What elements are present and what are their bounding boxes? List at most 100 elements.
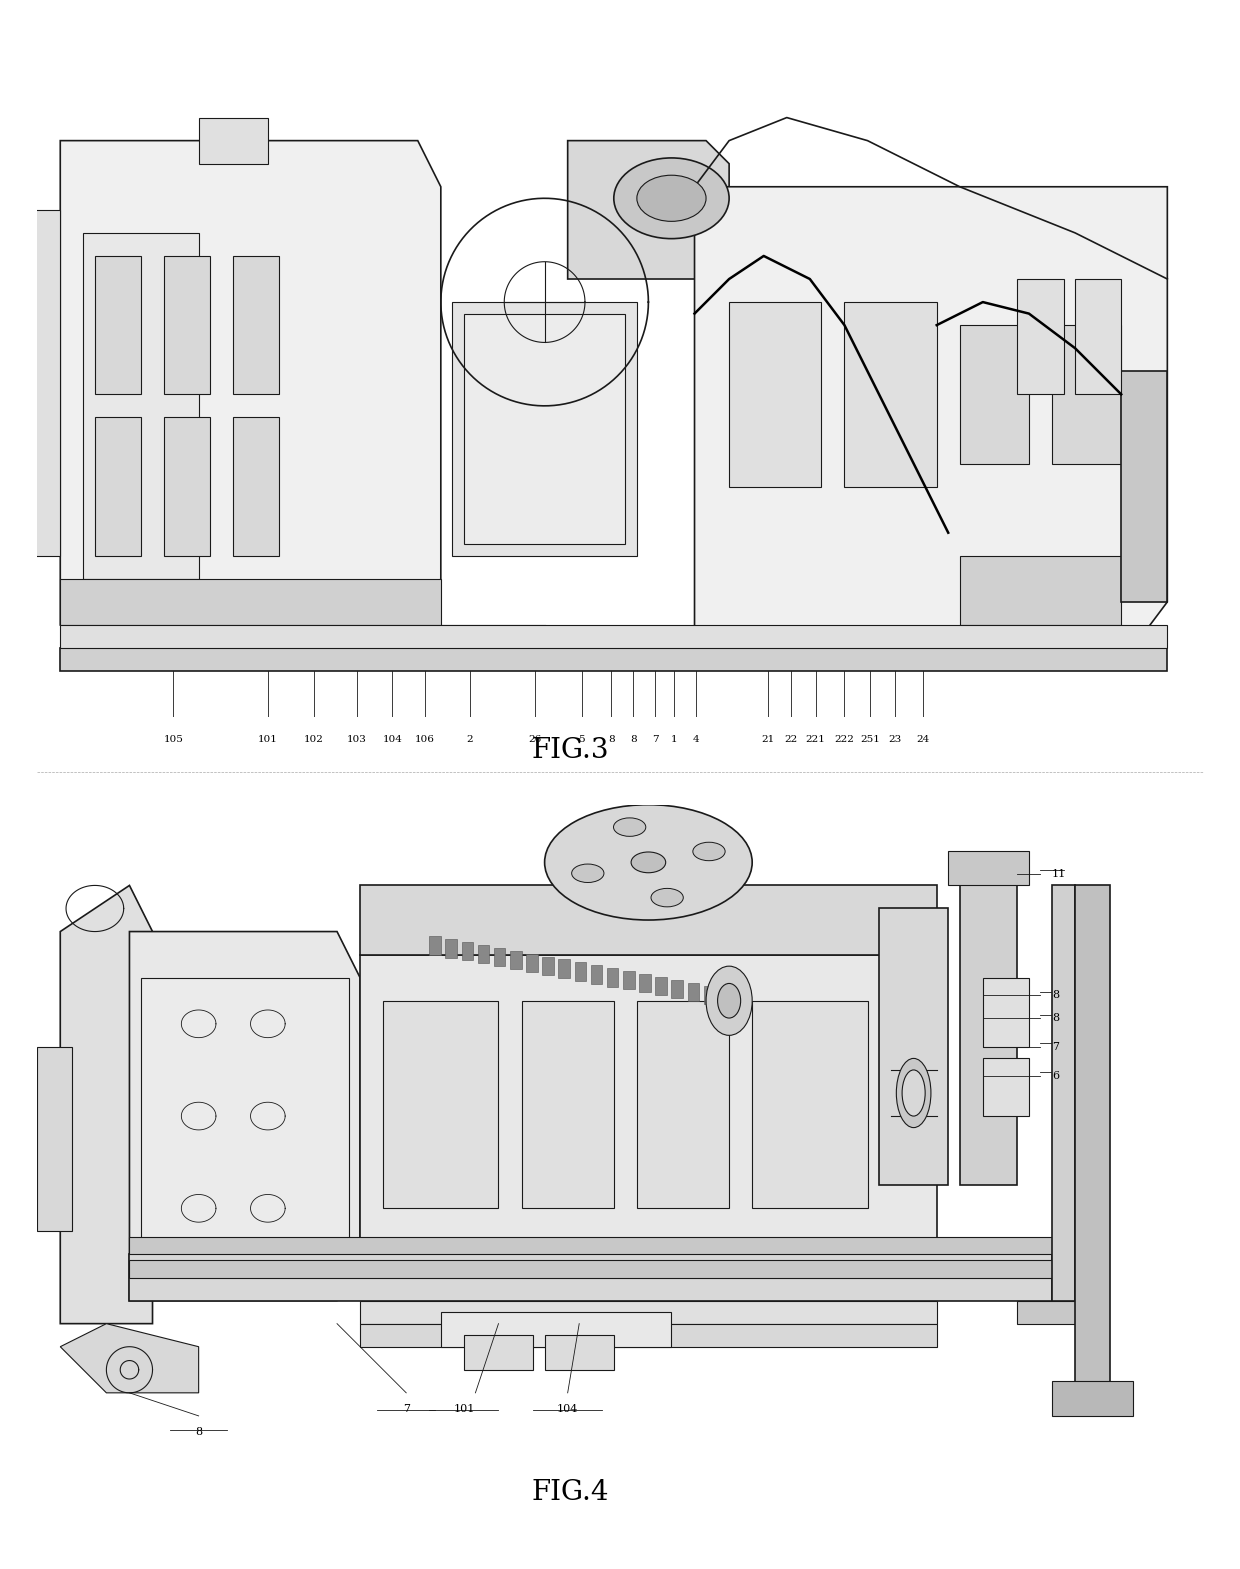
- Bar: [1017, 1301, 1086, 1324]
- Ellipse shape: [637, 176, 706, 221]
- Text: 26: 26: [528, 734, 542, 744]
- Text: 104: 104: [382, 734, 402, 744]
- Bar: [37, 1047, 72, 1232]
- Bar: [360, 1301, 936, 1324]
- Bar: [1052, 325, 1121, 463]
- Bar: [360, 954, 936, 1255]
- Text: 106: 106: [414, 734, 434, 744]
- Bar: [453, 303, 637, 555]
- Bar: [844, 303, 936, 486]
- Text: 22: 22: [785, 734, 799, 744]
- Bar: [464, 1335, 533, 1370]
- Text: 11: 11: [1052, 869, 1066, 879]
- Text: 1: 1: [671, 734, 677, 744]
- Text: 6: 6: [1052, 1070, 1059, 1081]
- Ellipse shape: [903, 1070, 925, 1116]
- Bar: [737, 992, 748, 1010]
- Bar: [1017, 279, 1064, 394]
- Bar: [960, 863, 1017, 1185]
- Bar: [510, 951, 522, 970]
- Bar: [655, 977, 667, 995]
- Text: 24: 24: [916, 734, 930, 744]
- Ellipse shape: [572, 865, 604, 882]
- Bar: [526, 954, 538, 973]
- Ellipse shape: [614, 158, 729, 238]
- Bar: [671, 979, 683, 998]
- Bar: [94, 417, 141, 555]
- Text: 102: 102: [304, 734, 324, 744]
- Text: 5: 5: [578, 734, 585, 744]
- Polygon shape: [129, 932, 360, 1301]
- Bar: [129, 1236, 1052, 1255]
- Text: 7: 7: [652, 734, 658, 744]
- Text: 105: 105: [164, 734, 184, 744]
- Text: 104: 104: [557, 1404, 578, 1414]
- Bar: [960, 325, 1029, 463]
- Ellipse shape: [706, 967, 753, 1036]
- Text: 101: 101: [258, 734, 278, 744]
- Bar: [445, 940, 458, 957]
- Ellipse shape: [614, 817, 646, 836]
- Polygon shape: [2, 256, 26, 510]
- Text: 2: 2: [466, 734, 472, 744]
- Bar: [522, 1001, 614, 1208]
- Bar: [544, 1335, 614, 1370]
- Text: FIG.4: FIG.4: [532, 1480, 609, 1506]
- Bar: [477, 945, 490, 963]
- Ellipse shape: [651, 888, 683, 907]
- Text: 7: 7: [403, 1404, 409, 1414]
- Text: 8: 8: [1052, 990, 1059, 999]
- Ellipse shape: [631, 852, 666, 872]
- Text: 8: 8: [608, 734, 615, 744]
- Bar: [464, 314, 625, 544]
- Text: 21: 21: [761, 734, 775, 744]
- Bar: [61, 624, 1167, 648]
- Bar: [729, 303, 821, 486]
- Bar: [960, 555, 1121, 624]
- Bar: [720, 988, 732, 1007]
- Bar: [164, 417, 211, 555]
- Bar: [704, 985, 715, 1004]
- Bar: [233, 256, 279, 394]
- Bar: [574, 962, 587, 981]
- Bar: [233, 417, 279, 555]
- Bar: [164, 256, 211, 394]
- Bar: [606, 968, 619, 987]
- Polygon shape: [61, 1324, 198, 1393]
- Bar: [639, 974, 651, 993]
- Bar: [198, 118, 268, 163]
- Text: 8: 8: [1052, 1014, 1059, 1023]
- Bar: [558, 959, 570, 977]
- Text: 103: 103: [347, 734, 367, 744]
- Bar: [1075, 279, 1121, 394]
- Bar: [360, 1324, 936, 1346]
- Text: 8: 8: [630, 734, 636, 744]
- Bar: [637, 1001, 729, 1208]
- Bar: [141, 977, 348, 1255]
- Bar: [1121, 372, 1167, 602]
- Ellipse shape: [544, 805, 753, 919]
- Bar: [360, 885, 936, 954]
- Polygon shape: [2, 417, 26, 463]
- Ellipse shape: [897, 1059, 931, 1128]
- Text: 222: 222: [835, 734, 854, 744]
- Text: 7: 7: [1052, 1042, 1059, 1051]
- Bar: [1052, 885, 1075, 1301]
- Bar: [983, 1059, 1029, 1116]
- Bar: [1075, 885, 1110, 1393]
- Bar: [753, 1001, 868, 1208]
- Bar: [622, 971, 635, 990]
- Polygon shape: [61, 141, 441, 624]
- Bar: [949, 850, 1029, 885]
- Text: FIG.3: FIG.3: [532, 737, 609, 764]
- Bar: [61, 648, 1167, 672]
- Bar: [879, 908, 949, 1185]
- Bar: [129, 1260, 1052, 1277]
- Text: 8: 8: [195, 1428, 202, 1437]
- Polygon shape: [26, 210, 61, 555]
- Bar: [383, 1001, 498, 1208]
- Bar: [441, 1312, 672, 1346]
- Text: 251: 251: [859, 734, 879, 744]
- Bar: [129, 1255, 1052, 1301]
- Bar: [590, 965, 603, 984]
